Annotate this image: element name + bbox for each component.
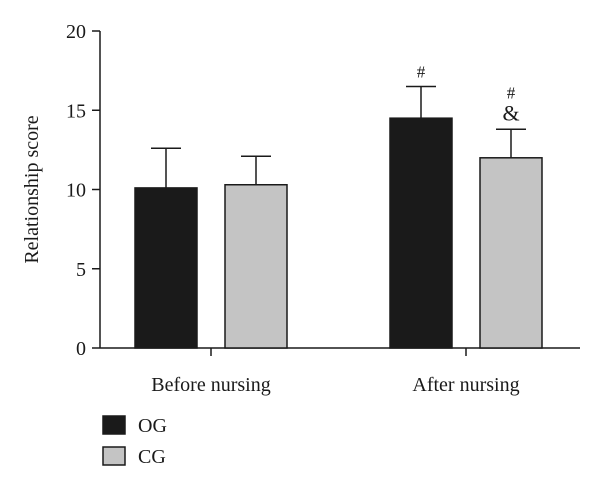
legend-swatch-cg <box>102 446 126 466</box>
legend-label-cg: CG <box>138 446 166 468</box>
legend-label-og: OG <box>138 415 167 437</box>
bar-og <box>134 187 198 349</box>
legend-swatch-og <box>102 415 126 435</box>
y-tick-label: 0 <box>76 338 86 360</box>
significance-mark: # <box>507 83 516 102</box>
x-tick-label: After nursing <box>412 374 519 396</box>
x-tick-label: Before nursing <box>151 374 270 396</box>
labels: 0 5 10 15 20 Relationship score Before nursing… <box>21 21 520 396</box>
bar-cg <box>224 183 288 349</box>
y-tick-label: 15 <box>66 100 86 122</box>
bar-og <box>389 117 453 349</box>
significance-mark: & <box>502 100 519 125</box>
legend: OG CG <box>102 415 167 468</box>
significance-mark: # <box>417 62 426 81</box>
bar-cg <box>479 157 543 349</box>
y-tick-label: 20 <box>66 21 86 43</box>
y-axis-title: Relationship score <box>21 115 43 263</box>
bars <box>134 85 543 349</box>
y-tick-label: 10 <box>66 180 86 202</box>
y-tick-label: 5 <box>76 259 86 281</box>
